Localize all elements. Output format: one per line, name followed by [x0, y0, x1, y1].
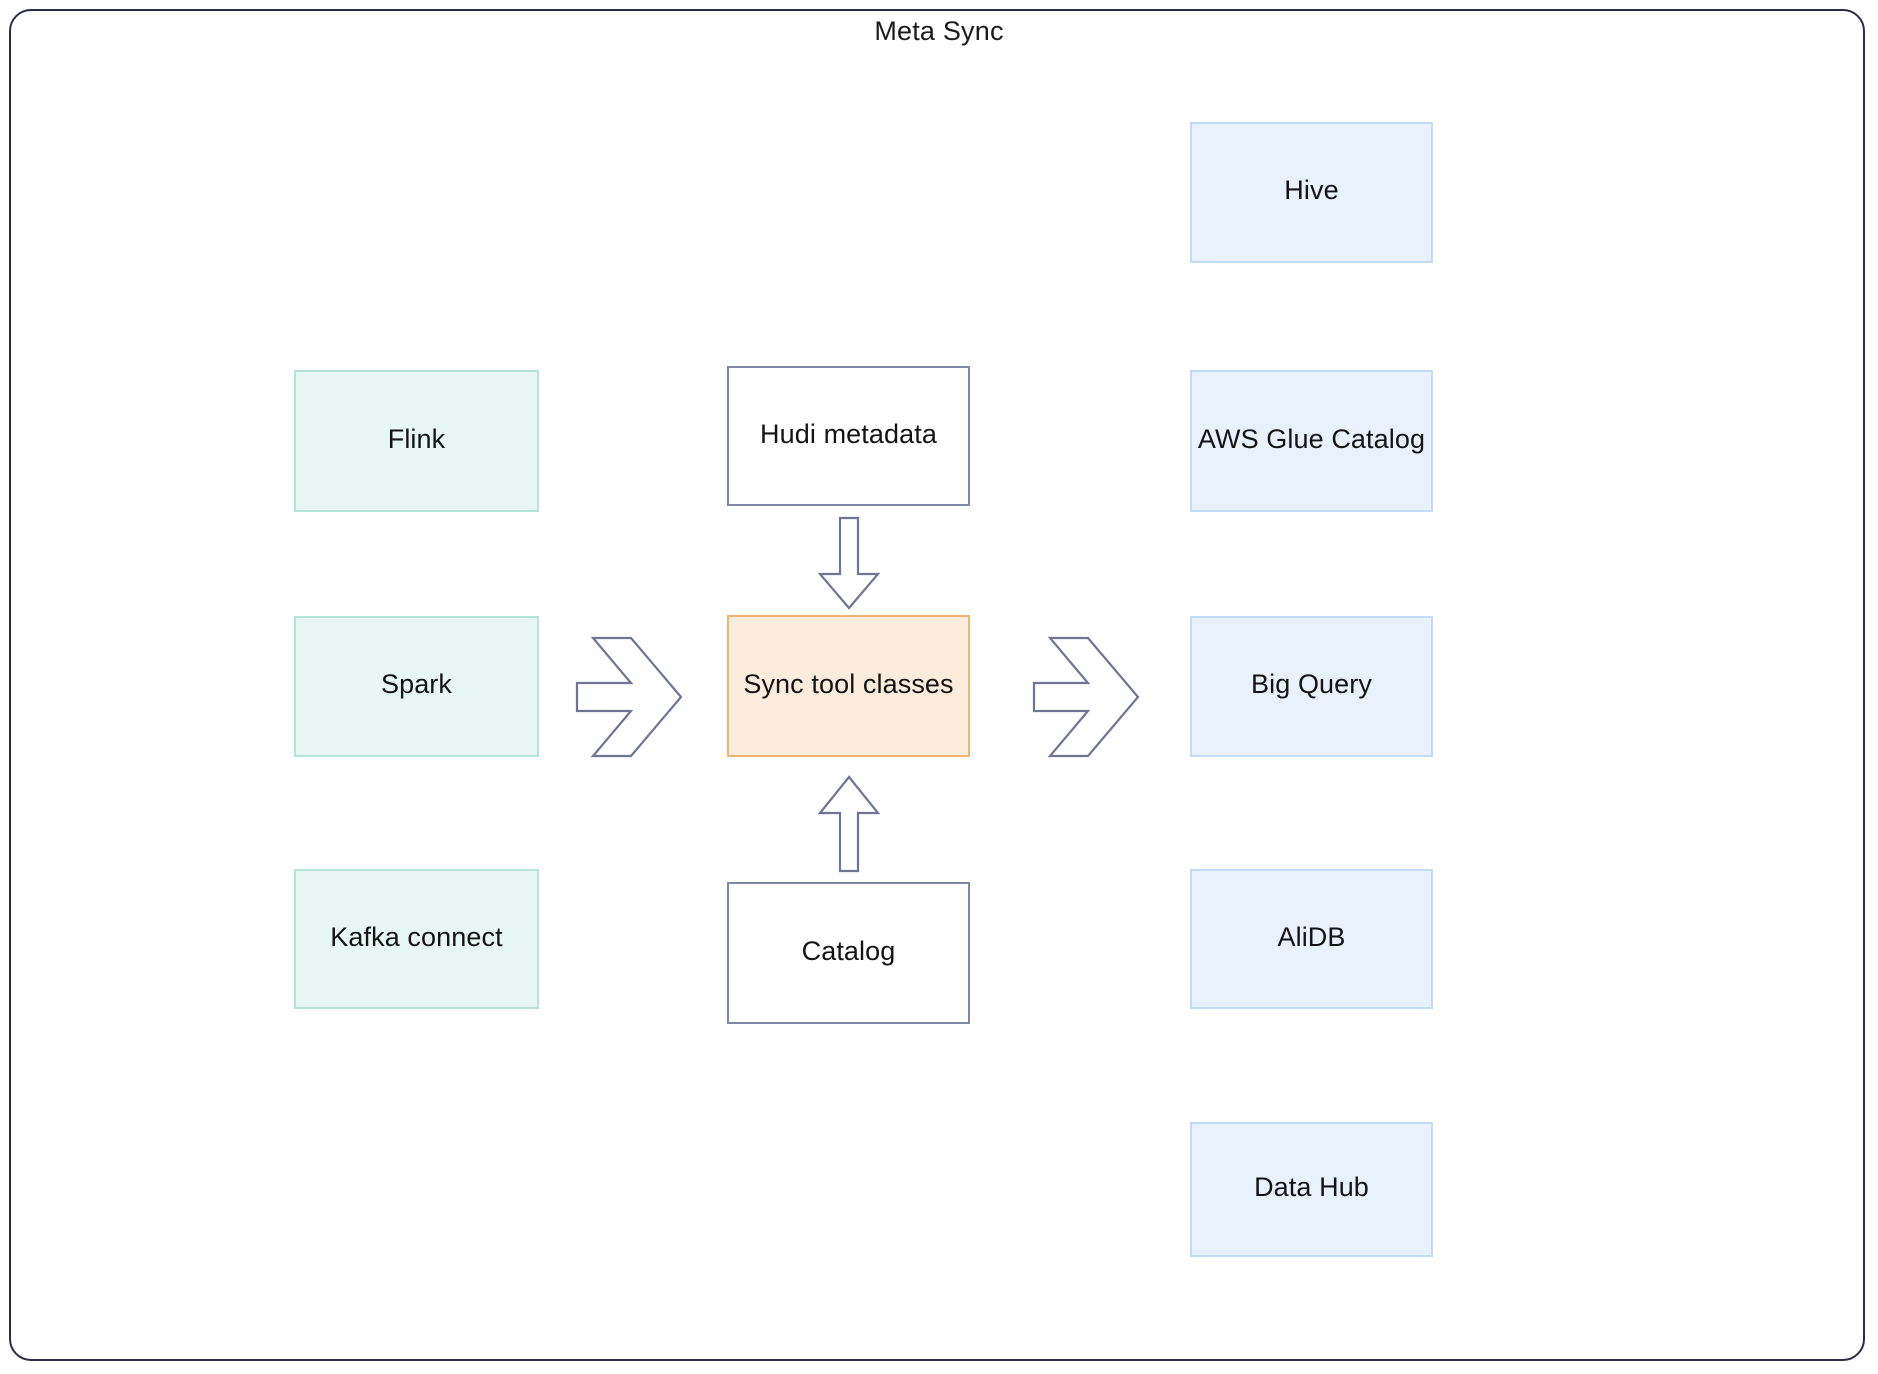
node-data-hub[interactable]: Data Hub	[1190, 1122, 1433, 1257]
node-big-query[interactable]: Big Query	[1190, 616, 1433, 757]
node-label: Kafka connect	[330, 921, 503, 952]
node-label: Hudi metadata	[760, 418, 937, 449]
arrow-sync-to-targets	[1030, 632, 1142, 762]
node-aws-glue-catalog[interactable]: AWS Glue Catalog	[1190, 370, 1433, 512]
node-label: AWS Glue Catalog	[1197, 423, 1426, 454]
arrow-catalog-to-sync	[817, 775, 881, 873]
node-kafka-connect[interactable]: Kafka connect	[294, 869, 539, 1009]
page-frame	[9, 9, 1865, 1361]
arrow-hudi-metadata-to-sync	[817, 516, 881, 610]
node-label: Data Hub	[1254, 1172, 1369, 1203]
node-spark[interactable]: Spark	[294, 616, 539, 757]
node-label: Flink	[387, 423, 446, 454]
node-flink[interactable]: Flink	[294, 370, 539, 512]
node-alidb[interactable]: AliDB	[1190, 869, 1433, 1009]
node-hive[interactable]: Hive	[1190, 122, 1433, 263]
node-label: AliDB	[1277, 921, 1346, 952]
node-label: Catalog	[801, 935, 896, 966]
node-label: Spark	[380, 669, 453, 700]
node-sync-tool-classes[interactable]: Sync tool classes	[727, 615, 970, 757]
page-title: Meta Sync	[874, 16, 1004, 46]
node-label: Hive	[1284, 175, 1339, 206]
node-catalog[interactable]: Catalog	[727, 882, 970, 1024]
arrow-sources-to-sync	[573, 632, 685, 762]
node-label: Big Query	[1251, 669, 1372, 700]
node-hudi-metadata[interactable]: Hudi metadata	[727, 366, 970, 506]
node-label: Sync tool classes	[743, 668, 954, 699]
